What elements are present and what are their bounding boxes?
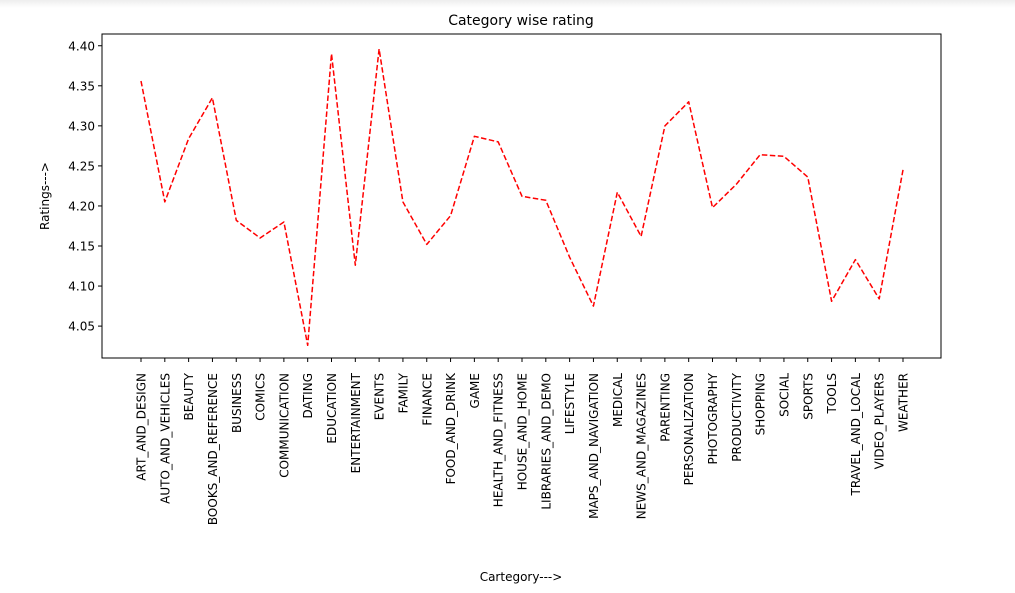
- x-tick-label: BOOKS_AND_REFERENCE: [206, 373, 220, 525]
- x-tick-label: SHOPPING: [754, 373, 768, 435]
- x-tick-label: VIDEO_PLAYERS: [873, 373, 887, 469]
- x-tick-label: LIFESTYLE: [563, 373, 577, 434]
- x-tick-label: ART_AND_DESIGN: [135, 373, 149, 481]
- series-layer: [140, 48, 904, 347]
- x-tick-label: BUSINESS: [230, 373, 244, 433]
- x-tick-label: WEATHER: [897, 373, 911, 432]
- x-tick-label: FOOD_AND_DRINK: [444, 372, 458, 485]
- x-tick-label: PHOTOGRAPHY: [706, 372, 720, 464]
- x-tick-label: EVENTS: [373, 373, 387, 420]
- x-tick-label: TOOLS: [825, 373, 839, 415]
- x-tick-label: MEDICAL: [611, 373, 625, 427]
- y-axis-title: Ratings--->: [38, 162, 52, 230]
- y-tick-label: 4.30: [68, 119, 95, 133]
- x-tick-label: HOUSE_AND_HOME: [516, 373, 530, 490]
- x-tick-label: COMMUNICATION: [277, 373, 291, 478]
- y-tick-label: 4.15: [68, 240, 95, 254]
- x-tick-label: EDUCATION: [325, 373, 339, 444]
- y-tick-label: 4.20: [68, 199, 95, 213]
- x-tick-label: TRAVEL_AND_LOCAL: [849, 373, 863, 497]
- x-tick-label: NEWS_AND_MAGAZINES: [635, 373, 649, 519]
- x-tick-label: SPORTS: [801, 373, 815, 420]
- y-axis: 4.05 4.10 4.15 4.20 4.25 4.30 4.35 4.40: [68, 39, 102, 334]
- x-tick-label: PERSONALIZATION: [682, 373, 696, 485]
- y-tick-label: 4.10: [68, 280, 95, 294]
- x-tick-label: COMICS: [254, 373, 268, 421]
- x-tick-label: HEALTH_AND_FITNESS: [492, 373, 506, 507]
- plot-frame: [101, 33, 942, 359]
- x-tick-label: AUTO_AND_VEHICLES: [158, 373, 172, 504]
- x-tick-label: PRODUCTIVITY: [730, 372, 744, 461]
- x-tick-label: MAPS_AND_NAVIGATION: [587, 373, 601, 519]
- y-tick-label: 4.25: [68, 159, 95, 173]
- x-tick-label: PARENTING: [658, 373, 672, 442]
- y-tick-label: 4.05: [68, 320, 95, 334]
- x-tick-label: ENTERTAINMENT: [349, 372, 363, 473]
- x-axis: ART_AND_DESIGN AUTO_AND_VEHICLES BEAUTY BOO…: [135, 358, 911, 525]
- x-axis-title: Cartegory--->: [480, 570, 563, 584]
- rating-series-line: [140, 48, 904, 347]
- y-tick-label: 4.35: [68, 79, 95, 93]
- x-tick-label: GAME: [468, 373, 482, 408]
- notebook-top-shade: [0, 0, 1015, 8]
- x-tick-label: LIBRARIES_AND_DEMO: [539, 373, 553, 510]
- x-tick-label: BEAUTY: [182, 372, 196, 420]
- x-tick-label: DATING: [301, 373, 315, 418]
- y-tick-label: 4.40: [68, 39, 95, 53]
- x-tick-label: SOCIAL: [777, 373, 791, 417]
- x-tick-label: FAMILY: [396, 372, 410, 413]
- x-tick-label: FINANCE: [420, 373, 434, 426]
- chart-title: Category wise rating: [448, 13, 594, 29]
